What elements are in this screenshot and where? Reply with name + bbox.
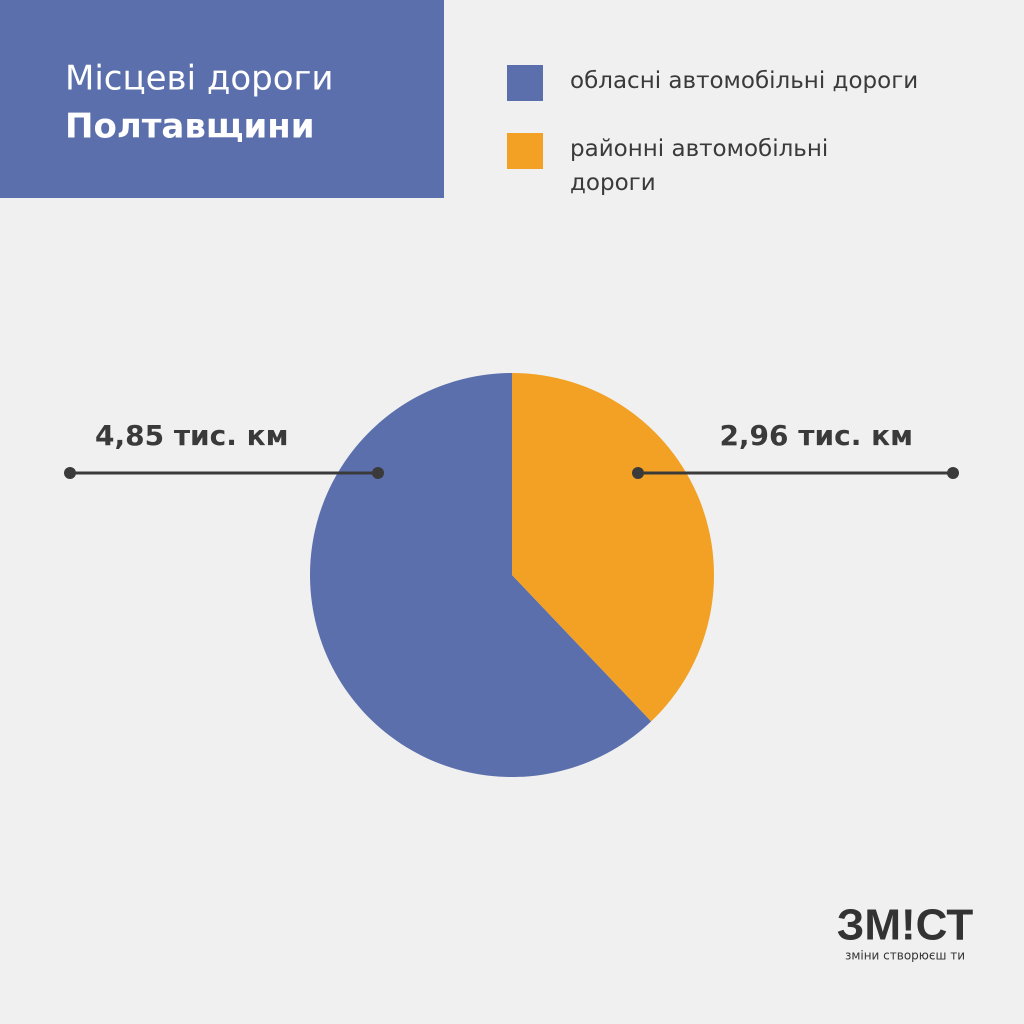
logo-name: ЗМ!СТ (837, 901, 974, 950)
leader-dot (947, 467, 959, 479)
leader-dot (632, 467, 644, 479)
value-label: 4,85 тис. км (95, 419, 289, 452)
leader-dot (372, 467, 384, 479)
chart-title: Місцеві дороги (65, 59, 333, 99)
leader-dot (64, 467, 76, 479)
legend-label: обласні автомобільні дороги (570, 68, 919, 94)
pie-slice (512, 373, 715, 722)
chart-subtitle: Полтавщини (65, 107, 315, 147)
logo-tagline: зміни створюєш ти (845, 949, 965, 963)
pie-slice (310, 373, 652, 778)
legend-item: обласні автомобільні дороги (507, 65, 918, 101)
title-box (0, 0, 444, 198)
legend-label: районні автомобільні дороги (570, 136, 829, 196)
legend-swatch (507, 65, 543, 101)
value-label: 2,96 тис. км (719, 419, 913, 452)
legend-swatch (507, 133, 543, 169)
legend-item: районні автомобільні дороги (507, 133, 870, 200)
